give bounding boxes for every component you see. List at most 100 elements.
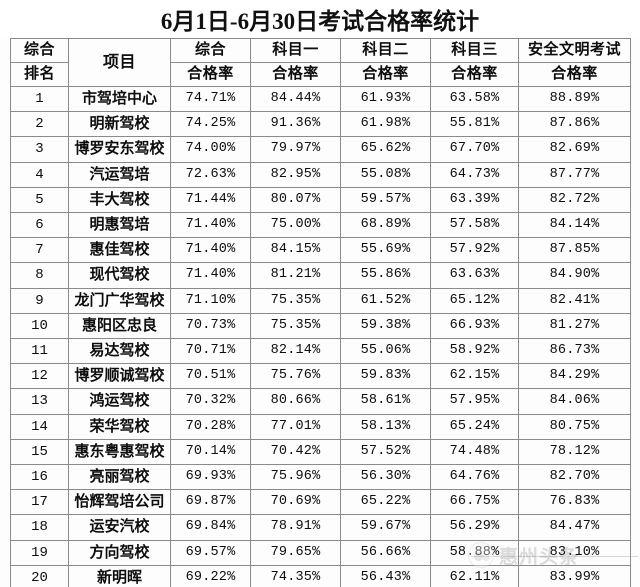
- cell-overall-rate: 69.84%: [170, 514, 251, 541]
- document-title-bar: 6月1日-6月30日考试合格率统计: [0, 0, 640, 38]
- cell-subject2-rate: 68.89%: [340, 212, 431, 239]
- cell-subject1-rate: 70.42%: [250, 438, 341, 466]
- cell-safety-rate: 86.73%: [518, 338, 631, 365]
- cell-subject3-rate: 64.73%: [430, 161, 519, 188]
- table-row: 18 运安汽校 69.84% 78.91% 59.67% 56.29% 84.47%: [10, 514, 631, 541]
- table-row: 11 易达驾校 70.71% 82.14% 55.06% 58.92% 86.73%: [10, 338, 631, 365]
- cell-subject3-rate: 74.48%: [430, 438, 519, 466]
- cell-subject3-rate: 58.88%: [430, 539, 519, 566]
- cell-subject2-rate: 56.30%: [340, 464, 431, 491]
- cell-subject2-rate: 61.52%: [340, 287, 431, 314]
- cell-safety-rate: 84.29%: [518, 363, 631, 390]
- cell-name: 惠佳驾校: [68, 237, 171, 264]
- cell-rank: 14: [10, 413, 69, 440]
- cell-overall-rate: 70.14%: [170, 438, 251, 466]
- cell-overall-rate: 70.51%: [170, 363, 251, 390]
- cell-subject3-rate: 62.11%: [430, 564, 519, 587]
- cell-subject1-rate: 75.96%: [250, 464, 341, 491]
- cell-subject3-rate: 57.58%: [430, 212, 519, 239]
- cell-subject1-rate: 75.35%: [250, 287, 341, 314]
- table-row: 19 方向驾校 69.57% 79.65% 56.66% 58.88% 83.10%: [10, 539, 631, 566]
- cell-subject3-rate: 66.75%: [430, 489, 519, 516]
- cell-rank: 9: [10, 287, 69, 314]
- cell-subject1-rate: 75.00%: [250, 212, 341, 239]
- cell-rank: 3: [10, 136, 69, 163]
- cell-name: 明惠驾培: [68, 212, 171, 239]
- cell-overall-rate: 70.71%: [170, 338, 251, 365]
- table-row: 1 市驾培中心 74.71% 84.44% 61.93% 63.58% 88.89%: [10, 85, 631, 113]
- cell-rank: 11: [10, 338, 69, 365]
- table-row: 17 怡辉驾培公司 69.87% 70.69% 65.22% 66.75% 76.83%: [10, 489, 631, 516]
- table-row: 9 龙门广华驾校 71.10% 75.35% 61.52% 65.12% 82.41%: [10, 287, 631, 314]
- cell-safety-rate: 84.14%: [518, 212, 631, 239]
- table-row: 13 鸿运驾校 70.32% 80.66% 58.61% 57.95% 84.06%: [10, 388, 631, 415]
- cell-rank: 19: [10, 539, 69, 566]
- cell-subject2-rate: 59.83%: [340, 363, 431, 390]
- cell-subject1-rate: 78.91%: [250, 514, 341, 541]
- cell-name: 汽运驾培: [68, 161, 171, 188]
- cell-safety-rate: 83.99%: [518, 564, 631, 587]
- cell-subject2-rate: 56.66%: [340, 539, 431, 566]
- cell-subject3-rate: 55.81%: [430, 111, 519, 138]
- header-safety-top: 安全文明考试: [518, 38, 631, 63]
- cell-rank: 8: [10, 262, 69, 289]
- cell-rank: 12: [10, 363, 69, 390]
- cell-subject2-rate: 55.08%: [340, 161, 431, 188]
- cell-overall-rate: 69.57%: [170, 539, 251, 566]
- cell-safety-rate: 84.47%: [518, 514, 631, 541]
- cell-subject2-rate: 55.86%: [340, 262, 431, 289]
- header-subject2-bottom: 合格率: [340, 62, 431, 87]
- cell-subject2-rate: 55.69%: [340, 237, 431, 264]
- cell-name: 博罗顺诚驾校: [68, 363, 171, 390]
- cell-rank: 10: [10, 312, 69, 340]
- cell-subject2-rate: 65.62%: [340, 136, 431, 163]
- cell-subject1-rate: 74.35%: [250, 564, 341, 587]
- cell-name: 博罗安东驾校: [68, 136, 171, 163]
- table-row: 6 明惠驾培 71.40% 75.00% 68.89% 57.58% 84.14%: [10, 212, 631, 239]
- header-overall-top: 综合: [170, 38, 251, 63]
- header-subject1-bottom: 合格率: [250, 62, 341, 87]
- cell-safety-rate: 87.86%: [518, 111, 631, 138]
- cell-subject1-rate: 82.14%: [250, 338, 341, 365]
- cell-name: 运安汽校: [68, 514, 171, 541]
- cell-subject3-rate: 58.92%: [430, 338, 519, 365]
- cell-subject2-rate: 61.93%: [340, 85, 431, 113]
- header-subject1-top: 科目一: [250, 38, 341, 63]
- cell-rank: 4: [10, 161, 69, 188]
- table-row: 4 汽运驾培 72.63% 82.95% 55.08% 64.73% 87.77%: [10, 161, 631, 188]
- header-row-top: 综合 项目 综合 科目一 科目二 科目三 安全文明考试: [10, 38, 631, 87]
- cell-subject1-rate: 79.65%: [250, 539, 341, 566]
- cell-safety-rate: 82.70%: [518, 464, 631, 491]
- cell-safety-rate: 82.41%: [518, 287, 631, 314]
- cell-safety-rate: 82.69%: [518, 136, 631, 163]
- cell-safety-rate: 84.90%: [518, 262, 631, 289]
- cell-name: 丰大驾校: [68, 186, 171, 214]
- cell-safety-rate: 78.12%: [518, 438, 631, 466]
- cell-rank: 6: [10, 212, 69, 239]
- cell-subject2-rate: 61.98%: [340, 111, 431, 138]
- cell-name: 荣华驾校: [68, 413, 171, 440]
- cell-subject2-rate: 55.06%: [340, 338, 431, 365]
- cell-name: 方向驾校: [68, 539, 171, 566]
- cell-overall-rate: 72.63%: [170, 161, 251, 188]
- cell-subject3-rate: 67.70%: [430, 136, 519, 163]
- cell-safety-rate: 82.72%: [518, 186, 631, 214]
- cell-subject1-rate: 81.21%: [250, 262, 341, 289]
- cell-overall-rate: 74.71%: [170, 85, 251, 113]
- cell-subject1-rate: 75.76%: [250, 363, 341, 390]
- table-row: 16 亮丽驾校 69.93% 75.96% 56.30% 64.76% 82.70%: [10, 464, 631, 491]
- table-row: 15 惠东粤惠驾校 70.14% 70.42% 57.52% 74.48% 78.12%: [10, 438, 631, 466]
- cell-rank: 1: [10, 85, 69, 113]
- table-row: 10 惠阳区忠良 70.73% 75.35% 59.38% 66.93% 81.27%: [10, 312, 631, 340]
- cell-overall-rate: 71.40%: [170, 237, 251, 264]
- header-subject2-top: 科目二: [340, 38, 431, 63]
- cell-name: 鸿运驾校: [68, 388, 171, 415]
- page-title: 6月1日-6月30日考试合格率统计: [160, 9, 480, 34]
- cell-rank: 5: [10, 186, 69, 214]
- cell-name: 市驾培中心: [68, 85, 171, 113]
- table-row: 5 丰大驾校 71.44% 80.07% 59.57% 63.39% 82.72%: [10, 186, 631, 214]
- cell-overall-rate: 69.93%: [170, 464, 251, 491]
- cell-overall-rate: 70.32%: [170, 388, 251, 415]
- cell-overall-rate: 74.25%: [170, 111, 251, 138]
